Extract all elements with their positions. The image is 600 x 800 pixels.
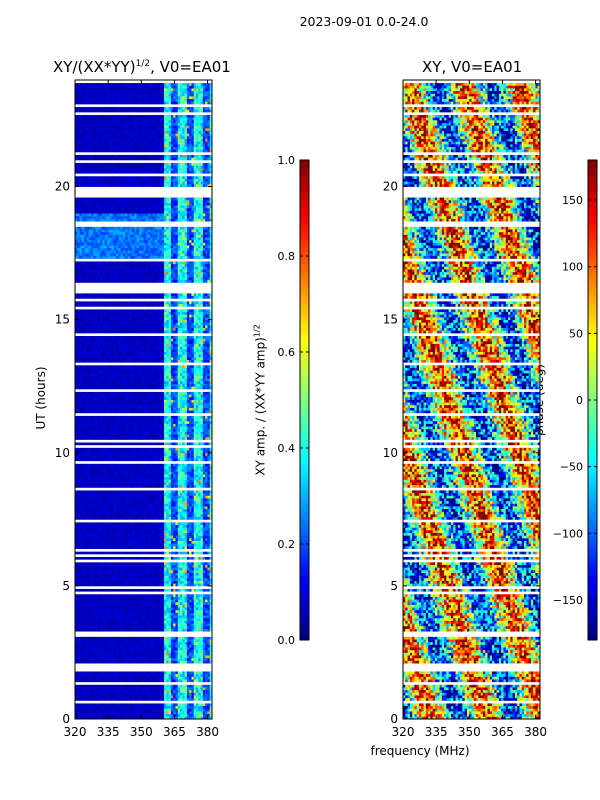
right-plot-frame: [402, 79, 541, 720]
cb-phase-tick-label: −150: [553, 594, 583, 607]
cb-phase-tick-label: −100: [553, 527, 583, 540]
figure-suptitle: 2023-09-01 0.0-24.0: [0, 14, 600, 29]
y-tick-label: 10: [383, 446, 398, 460]
x-tick-label: 350: [130, 725, 153, 739]
y-tick-label: 0: [62, 712, 70, 726]
cb-phase-tick-label: 50: [569, 327, 583, 340]
left-plot-frame: [74, 79, 213, 720]
x-tick-label: 320: [64, 725, 87, 739]
left-panel-title: XY/(XX*YY)1/2, V0=EA01: [53, 58, 231, 76]
left-heatmap: [75, 80, 213, 720]
cb-amp-tick-label: 0.4: [278, 442, 296, 455]
cb-amp-tick-label: 0.6: [278, 346, 296, 359]
cb-amp-tick-label: 0.0: [278, 634, 296, 647]
colorbar-amplitude: [299, 159, 310, 641]
y-tick-label: 5: [62, 579, 70, 593]
x-tick-label: 350: [458, 725, 481, 739]
y-tick-label: 20: [55, 180, 70, 194]
colorbar-phase: [587, 159, 598, 641]
x-tick-label: 380: [524, 725, 547, 739]
x-tick-label: 335: [97, 725, 120, 739]
y-tick-label: 15: [55, 313, 70, 327]
y-tick-label: 15: [383, 313, 398, 327]
x-tick-label: 365: [491, 725, 514, 739]
x-tick-label: 380: [196, 725, 219, 739]
y-tick-label: 5: [390, 579, 398, 593]
cb-phase-tick-label: −50: [560, 461, 583, 474]
cb-amp-tick-label: 0.2: [278, 538, 296, 551]
x-tick-label: 365: [163, 725, 186, 739]
right-panel-title: XY, V0=EA01: [422, 58, 522, 76]
right-heatmap: [403, 80, 541, 720]
y-tick-label: 10: [55, 446, 70, 460]
x-tick-label: 320: [392, 725, 415, 739]
cb-amp-tick-label: 1.0: [278, 154, 296, 167]
x-tick-label: 335: [425, 725, 448, 739]
cb-phase-tick-label: 0: [576, 394, 583, 407]
y-tick-label: 20: [383, 180, 398, 194]
y-tick-label: 0: [390, 712, 398, 726]
cb-phase-tick-label: 100: [562, 261, 583, 274]
cb-amp-tick-label: 0.8: [278, 250, 296, 263]
cb-phase-tick-label: 150: [562, 194, 583, 207]
x-axis-label: frequency (MHz): [370, 744, 469, 758]
